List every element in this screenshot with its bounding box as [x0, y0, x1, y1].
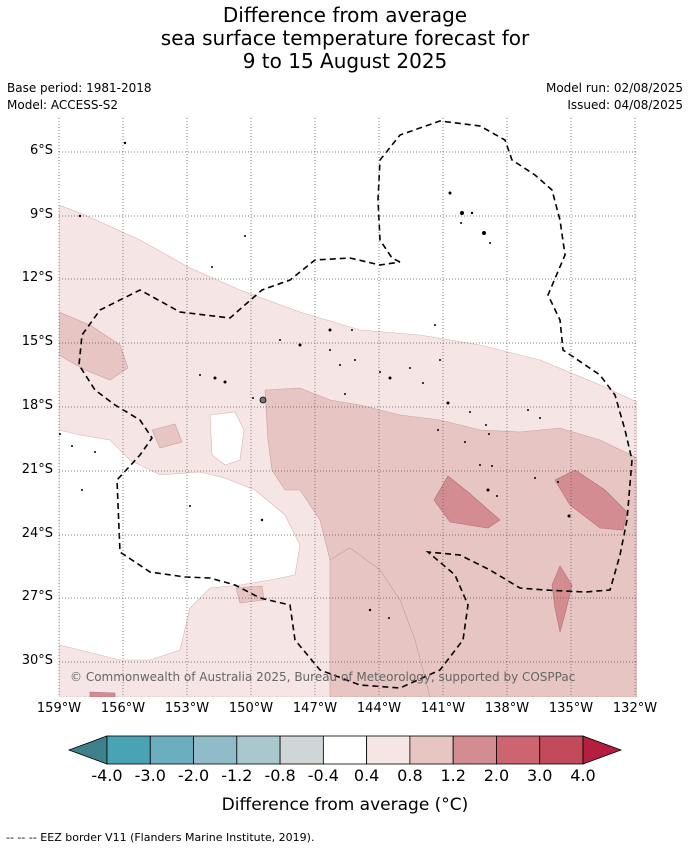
colorbar-tick-label: 0.8 [397, 766, 423, 785]
latitude-label: 27°S [21, 589, 53, 604]
copyright-notice: © Commonwealth of Australia 2025, Bureau… [70, 670, 575, 684]
colorbar-tick-label: -4.0 [91, 766, 123, 785]
contour-0.8-1.2-c [151, 423, 183, 449]
title-line-3: 9 to 15 August 2025 [242, 49, 448, 73]
colorbar-segment [539, 735, 584, 765]
base-period: Base period: 1981-2018 [7, 81, 152, 95]
colorbar-segment [409, 735, 454, 765]
contour-1.2-2.0-b [554, 469, 628, 531]
model-run: Model run: 02/08/2025 [545, 81, 683, 95]
longitude-label: 153°W [164, 701, 210, 716]
colorbar-tick-label: -1.2 [221, 766, 253, 785]
longitude-label: 144°W [356, 701, 402, 716]
latitude-label: 9°S [29, 207, 53, 222]
colorbar-segment [279, 735, 324, 765]
anomaly-contours [59, 118, 637, 697]
longitude-label: 150°W [228, 701, 274, 716]
colorbar-title: Difference from average (°C) [221, 795, 469, 815]
colorbar-tick-label: 4.0 [570, 766, 596, 785]
islands [59, 141, 571, 619]
contour-0.8-1.2-e [329, 547, 431, 697]
colorbar-segment [366, 735, 411, 765]
latitude-label: 30°S [21, 653, 53, 668]
colorbar-segment [106, 735, 151, 765]
colorbar-segment [496, 735, 541, 765]
contour-0.8-1.2-b [59, 311, 129, 381]
colorbar-segment [322, 735, 368, 765]
contour-1.2-2.0-d [89, 691, 116, 697]
contour-0.8-1.2-d [235, 585, 265, 604]
contour-1.2-2.0-c [551, 565, 573, 633]
eez-footnote: -- -- -- EEZ border V11 (Flanders Marine… [6, 831, 315, 844]
contour-1.2-2.0-a [433, 475, 501, 529]
colorbar-tick-label: 2.0 [483, 766, 510, 785]
latitude-label: 24°S [21, 526, 53, 541]
title-line-2: sea surface temperature forecast for [160, 26, 530, 50]
longitude-label: 141°W [420, 701, 466, 716]
gridlines [58, 118, 637, 697]
longitude-label: 138°W [484, 701, 530, 716]
contour-0.8-1.2 [264, 387, 637, 697]
neutral-region-1 [59, 429, 301, 661]
colorbar-tick-label: -3.0 [134, 766, 166, 785]
colorbar-segment [149, 735, 194, 765]
colorbar-tick-label: -0.4 [307, 766, 339, 785]
colorbar-tick-label: -0.8 [264, 766, 296, 785]
colorbar [67, 735, 623, 765]
neutral-region-2 [209, 411, 245, 466]
longitude-label: 156°W [100, 701, 146, 716]
colorbar-segment [193, 735, 238, 765]
latitude-label: 21°S [21, 462, 53, 477]
model-name: Model: ACCESS-S2 [7, 98, 119, 112]
longitude-label: 135°W [548, 701, 594, 716]
longitude-label: 147°W [292, 701, 338, 716]
colorbar-extend-low [67, 735, 108, 765]
longitude-label: 132°W [612, 701, 658, 716]
colorbar-segment [452, 735, 497, 765]
latitude-label: 18°S [21, 398, 53, 413]
colorbar-extend-high [582, 735, 623, 765]
title-line-1: Difference from average [222, 3, 468, 27]
latitude-label: 12°S [21, 270, 53, 285]
colorbar-tick-label: 1.2 [440, 766, 466, 785]
latitude-label: 6°S [29, 143, 53, 158]
longitude-label: 159°W [36, 701, 82, 716]
eez-border-1 [78, 120, 633, 689]
latitude-label: 15°S [21, 334, 53, 349]
colorbar-tick-label: -2.0 [177, 766, 210, 785]
colorbar-segment [236, 735, 281, 765]
colorbar-tick-label: 0.4 [353, 766, 380, 785]
issued-date: Issued: 04/08/2025 [567, 98, 683, 112]
colorbar-tick-label: 3.0 [526, 766, 553, 785]
